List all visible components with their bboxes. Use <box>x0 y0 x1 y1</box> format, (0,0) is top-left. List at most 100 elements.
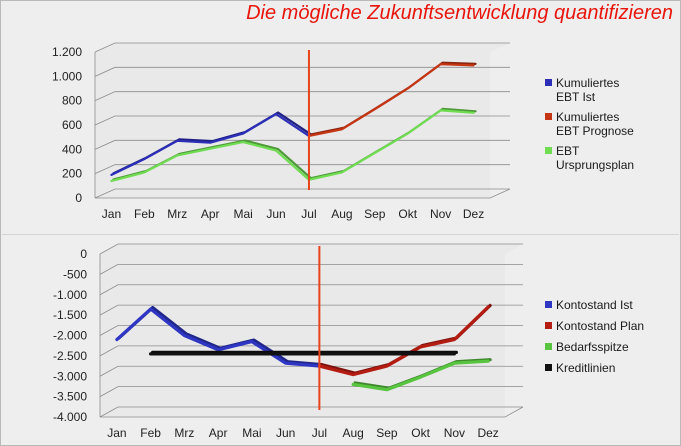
legend-item: Kontostand Ist <box>545 298 633 312</box>
gridline-top <box>94 188 510 199</box>
x-tick-label-top: Mai <box>233 207 252 221</box>
legend-swatch <box>545 301 552 308</box>
legend-label: Bedarfsspitze <box>556 340 629 354</box>
x-tick-label-bottom: Jul <box>312 426 327 440</box>
legend-label-line: Bedarfsspitze <box>556 340 629 354</box>
gridline-bottom <box>99 263 523 275</box>
legend-item: Bedarfsspitze <box>545 340 629 354</box>
y-tick-label-top: 600 <box>62 118 82 132</box>
y-tick-label-bottom: -3.000 <box>53 369 87 383</box>
gridline-top <box>94 139 510 150</box>
legend-item: Kumuliertes EBT Prognose <box>545 110 634 138</box>
y-tick-label-bottom: -1.000 <box>53 288 87 302</box>
x-tick-label-top: Jul <box>301 207 316 221</box>
x-tick-label-bottom: Nov <box>444 426 465 440</box>
x-axis-top <box>95 188 511 199</box>
chart-bottom: 0 -500 -1.000 -1.500 -2.000 -2.500 -3.000 -3.50… <box>53 243 524 440</box>
legend-swatch <box>545 364 552 371</box>
x-tick-label-top: Okt <box>398 207 417 221</box>
x-tick-label-top: Jan <box>102 207 121 221</box>
gridline-bottom <box>99 284 523 296</box>
x-tick-label-top: Mrz <box>167 207 187 221</box>
x-tick-label-top: Apr <box>201 207 220 221</box>
legend-label-line: EBT <box>556 144 580 158</box>
y-tick-label-bottom: -2.000 <box>53 329 87 343</box>
legend-swatch <box>545 343 552 350</box>
gridline-top <box>94 164 510 175</box>
legend-label: Kumuliertes EBT Prognose <box>556 110 634 138</box>
y-tick-label-bottom: -3.500 <box>53 390 87 404</box>
legend-label-line: Kontostand Plan <box>556 319 645 333</box>
legend-item: Kontostand Plan <box>545 319 644 333</box>
series-line <box>110 109 475 183</box>
series-ebt-ursprungsplan <box>110 107 477 183</box>
x-tick-label-bottom: Apr <box>209 426 228 440</box>
x-tick-label-bottom: Sep <box>376 426 398 440</box>
chart-divider <box>2 234 679 235</box>
y-tick-label-bottom: -4.000 <box>53 410 87 424</box>
legend-label: Kumuliertes EBT Ist <box>556 76 619 104</box>
legend-label-line: Kontostand Ist <box>556 298 633 312</box>
page-title: Die mögliche Zukunftsentwicklung quantif… <box>246 2 673 24</box>
legend-label-line: EBT Ist <box>556 90 596 104</box>
legend-label: Kontostand Ist <box>556 298 633 312</box>
chart-top: 0 200 400 600 800 1.000 1.200 Jan Feb Mrz Apr Mai Ju… <box>52 42 511 221</box>
legend-swatch <box>545 322 552 329</box>
x-tick-label-bottom: Feb <box>140 426 161 440</box>
legend-label-line: Kreditlinien <box>556 361 616 375</box>
x-tick-label-top: Jun <box>266 207 285 221</box>
y-tick-label-top: 400 <box>62 142 82 156</box>
gridline-bottom <box>99 325 523 336</box>
gridline-bottom <box>99 345 523 357</box>
legend-label-line: Kumuliertes <box>556 76 620 90</box>
y-tick-label-top: 1.000 <box>52 69 82 83</box>
gridline-top <box>94 115 510 126</box>
x-tick-label-bottom: Dez <box>477 426 498 440</box>
gridline-bottom <box>99 243 523 255</box>
gridline-top <box>94 66 510 77</box>
x-tick-label-top: Sep <box>364 207 386 221</box>
plot-area-bottom <box>100 244 523 417</box>
x-tick-label-bottom: Jan <box>107 426 126 440</box>
x-tick-label-top: Feb <box>134 207 155 221</box>
gridline-bottom <box>99 304 523 316</box>
legend-item: Kreditlinien <box>545 361 615 375</box>
gridline-top <box>94 42 510 53</box>
legend-label: EBT Ursprungsplan <box>556 144 634 172</box>
series-line <box>317 305 490 377</box>
legend-label-line: Kumuliertes <box>556 110 620 124</box>
x-tick-label-bottom: Okt <box>411 426 430 440</box>
legend-label-line: EBT Prognose <box>556 124 634 138</box>
y-tick-label-bottom: -2.500 <box>53 349 87 363</box>
gridline-bottom <box>99 406 523 418</box>
x-tick-label-top: Aug <box>331 207 352 221</box>
legend-swatch <box>545 147 552 154</box>
y-tick-label-top: 200 <box>62 167 82 181</box>
series-kontostand-ist <box>115 305 323 368</box>
plot-area-top <box>95 43 510 198</box>
y-tick-label-top: 800 <box>62 94 82 108</box>
x-tick-label-bottom: Jun <box>276 426 295 440</box>
y-tick-label-bottom: -500 <box>63 267 87 281</box>
legend-item: EBT Ursprungsplan <box>545 144 634 172</box>
x-tick-label-top: Nov <box>430 207 451 221</box>
gridline-top <box>94 91 510 102</box>
legend-swatch <box>545 113 552 120</box>
legend-swatch <box>545 79 552 86</box>
series-line <box>307 63 475 138</box>
legend-label: Kontostand Plan <box>556 319 644 333</box>
legend-item: Kumuliertes EBT Ist <box>545 76 619 104</box>
y-tick-label-bottom: -1.500 <box>53 308 87 322</box>
x-tick-label-bottom: Mai <box>242 426 261 440</box>
y-tick-label-bottom: 0 <box>80 247 87 261</box>
legend-label: Kreditlinien <box>556 361 615 375</box>
series-kreditlinien <box>149 350 458 356</box>
y-tick-label-top: 0 <box>75 191 82 205</box>
series-kumuliertes-ebt-prognose <box>307 61 477 138</box>
x-axis-bottom <box>100 406 524 418</box>
x-tick-label-bottom: Mrz <box>174 426 194 440</box>
y-tick-label-top: 1.200 <box>52 45 82 59</box>
x-tick-label-bottom: Aug <box>342 426 363 440</box>
legend-label-line: Ursprungsplan <box>556 158 635 172</box>
